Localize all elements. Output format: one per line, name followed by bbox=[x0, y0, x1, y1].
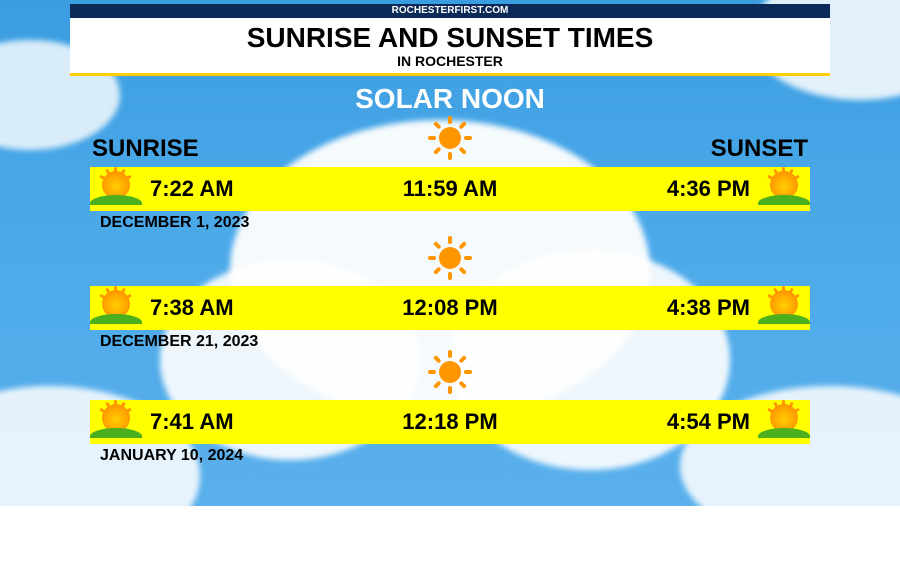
subtitle: IN ROCHESTER bbox=[70, 53, 830, 69]
title: SUNRISE AND SUNSET TIMES bbox=[70, 23, 830, 53]
sunset-time: 4:38 PM bbox=[598, 286, 758, 330]
site-banner: ROCHESTERFIRST.COM bbox=[70, 4, 830, 18]
sunset-time: 4:54 PM bbox=[598, 400, 758, 444]
sun-icon bbox=[430, 118, 470, 158]
data-row: 7:22 AM 11:59 AM 4:36 PM bbox=[90, 167, 810, 211]
sunrise-time: 7:41 AM bbox=[142, 400, 302, 444]
solar-noon-time: 11:59 AM bbox=[302, 167, 598, 211]
data-row: 7:38 AM 12:08 PM 4:38 PM bbox=[90, 286, 810, 330]
sunrise-icon bbox=[90, 400, 142, 444]
title-panel: SUNRISE AND SUNSET TIMES IN ROCHESTER bbox=[70, 18, 830, 76]
data-row: 7:41 AM 12:18 PM 4:54 PM bbox=[90, 400, 810, 444]
sunset-heading: SUNSET bbox=[711, 136, 808, 162]
sunrise-icon bbox=[90, 167, 142, 211]
solar-noon-heading: SOLAR NOON bbox=[0, 84, 900, 114]
sunrise-icon bbox=[90, 286, 142, 330]
sunrise-time: 7:22 AM bbox=[142, 167, 302, 211]
sunset-icon bbox=[758, 286, 810, 330]
sunrise-time: 7:38 AM bbox=[142, 286, 302, 330]
sunrise-heading: SUNRISE bbox=[92, 136, 199, 162]
graphic-container: ROCHESTERFIRST.COM SUNRISE AND SUNSET TI… bbox=[0, 0, 900, 506]
date-label: DECEMBER 21, 2023 bbox=[100, 333, 258, 351]
solar-noon-time: 12:08 PM bbox=[302, 286, 598, 330]
sunset-time: 4:36 PM bbox=[598, 167, 758, 211]
date-label: JANUARY 10, 2024 bbox=[100, 447, 243, 465]
solar-noon-time: 12:18 PM bbox=[302, 400, 598, 444]
sun-icon bbox=[430, 238, 470, 278]
sunset-icon bbox=[758, 400, 810, 444]
date-label: DECEMBER 1, 2023 bbox=[100, 214, 249, 232]
sun-icon bbox=[430, 352, 470, 392]
sunset-icon bbox=[758, 167, 810, 211]
